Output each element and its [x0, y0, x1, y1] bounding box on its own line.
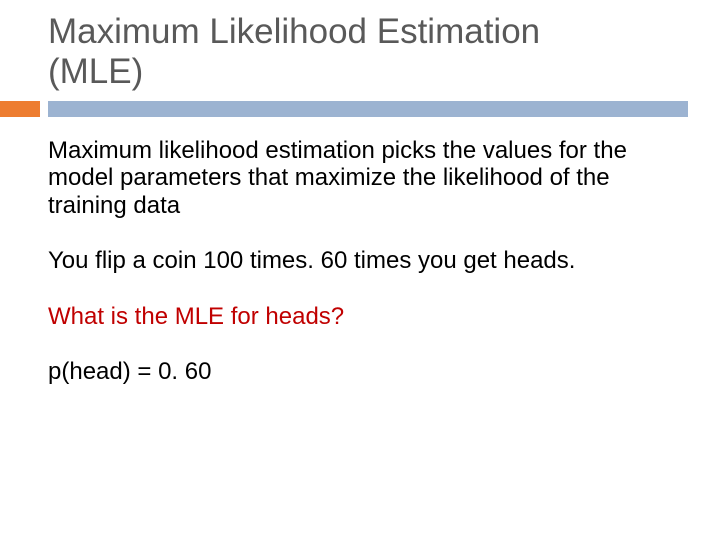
accent-box: [0, 101, 40, 117]
title-rule: [48, 99, 708, 119]
rule-bar: [48, 101, 688, 117]
paragraph-definition: Maximum likelihood estimation picks the …: [48, 137, 672, 220]
paragraph-question: What is the MLE for heads?: [48, 303, 672, 331]
title-line-1: Maximum Likelihood Estimation: [48, 12, 540, 51]
paragraph-answer: p(head) = 0. 60: [48, 358, 672, 386]
paragraph-example: You flip a coin 100 times. 60 times you …: [48, 247, 672, 275]
content: Maximum likelihood estimation picks the …: [0, 119, 720, 387]
slide-title: Maximum Likelihood Estimation (MLE): [48, 12, 720, 93]
slide: Maximum Likelihood Estimation (MLE) Maxi…: [0, 0, 720, 540]
title-line-2: (MLE): [48, 52, 143, 91]
title-block: Maximum Likelihood Estimation (MLE): [0, 0, 720, 119]
